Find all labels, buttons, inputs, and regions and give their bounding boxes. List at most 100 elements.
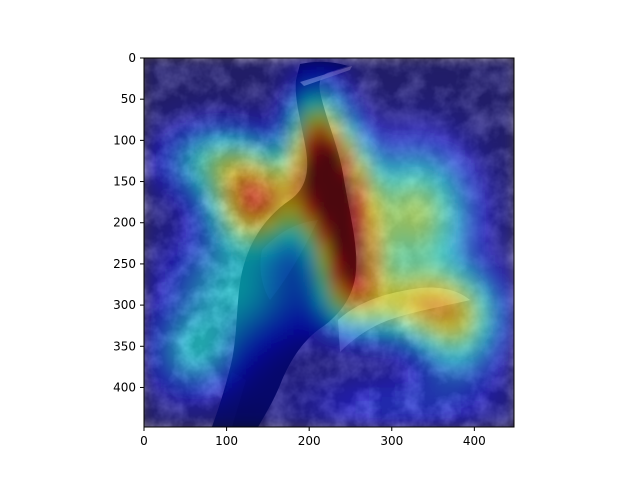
heat-cell — [447, 347, 462, 362]
heat-cell — [223, 110, 238, 125]
heat-cell — [183, 268, 198, 283]
heat-cell — [144, 216, 158, 230]
heat-cell — [434, 202, 449, 217]
heat-cell — [236, 374, 251, 389]
heat-cell — [355, 361, 370, 375]
heat-cell — [474, 400, 489, 415]
heat-cell — [196, 308, 211, 323]
heat-cell — [262, 229, 277, 244]
heat-cell — [223, 176, 238, 191]
heat-cell — [249, 282, 264, 296]
heat-cell — [302, 137, 317, 151]
heat-cell — [474, 189, 489, 204]
heat-cell — [289, 374, 304, 389]
heat-cell — [170, 387, 185, 402]
heat-cell — [368, 413, 383, 427]
heat-cell — [500, 123, 514, 138]
heat-cell — [249, 361, 264, 375]
heat-cell — [500, 308, 514, 323]
heat-cell — [487, 334, 502, 349]
heat-cell — [183, 229, 198, 244]
heat-cell — [447, 176, 462, 191]
heat-cell — [447, 216, 462, 230]
heat-cell — [210, 347, 224, 362]
heat-cell — [447, 137, 462, 151]
heat-cell — [144, 150, 158, 165]
heat-cell — [395, 400, 409, 415]
heat-cell — [487, 374, 502, 389]
heat-cell — [144, 268, 158, 283]
heat-cell — [170, 176, 185, 191]
heat-cell — [500, 282, 514, 296]
heat-cell — [342, 387, 357, 402]
heat-cell — [210, 268, 224, 283]
heat-cell — [157, 255, 172, 270]
heat-cell — [144, 374, 158, 389]
x-tick-label: 400 — [463, 434, 486, 448]
heat-cell — [408, 308, 423, 323]
heat-cell — [183, 163, 198, 178]
heat-cell — [474, 334, 489, 349]
heat-cell — [262, 387, 277, 402]
heat-cell — [262, 413, 277, 427]
heat-cell — [395, 321, 409, 336]
heat-cell — [474, 255, 489, 270]
heat-cell — [461, 387, 475, 402]
heat-cell — [289, 97, 304, 112]
heat-cell — [196, 123, 211, 138]
heat-cell — [487, 255, 502, 270]
heat-cell — [315, 150, 330, 165]
heat-cell — [183, 189, 198, 204]
heat-cell — [315, 176, 330, 191]
heat-cell — [421, 123, 436, 138]
heat-cell — [342, 110, 357, 125]
heat-cell — [183, 242, 198, 257]
heat-cell — [302, 282, 317, 296]
heat-cell — [381, 137, 396, 151]
heat-cell — [408, 268, 423, 283]
heat-cell — [395, 295, 409, 309]
heat-cell — [144, 71, 158, 85]
heat-cell — [210, 282, 224, 296]
heat-cell — [461, 361, 475, 375]
heat-cell — [474, 268, 489, 283]
heat-cell — [276, 84, 290, 99]
heat-cell — [183, 387, 198, 402]
heat-cell — [196, 374, 211, 389]
heat-cell — [500, 295, 514, 309]
heat-cell — [421, 400, 436, 415]
heat-cell — [381, 123, 396, 138]
heat-cell — [329, 347, 343, 362]
heat-cell — [461, 97, 475, 112]
heat-cell — [421, 189, 436, 204]
heat-cell — [289, 216, 304, 230]
heat-cell — [289, 413, 304, 427]
heat-cell — [395, 229, 409, 244]
heat-cell — [223, 308, 238, 323]
heat-cell — [223, 71, 238, 85]
heat-cell — [157, 374, 172, 389]
heat-cell — [368, 282, 383, 296]
heat-cell — [144, 321, 158, 336]
heat-cell — [144, 58, 158, 72]
heat-cell — [157, 163, 172, 178]
heat-cell — [196, 97, 211, 112]
heat-cell — [302, 163, 317, 178]
heat-cell — [249, 255, 264, 270]
heat-cell — [474, 321, 489, 336]
heat-cell — [408, 229, 423, 244]
heat-cell — [342, 413, 357, 427]
heat-cell — [210, 202, 224, 217]
heat-cell — [157, 137, 172, 151]
heat-cell — [262, 176, 277, 191]
heat-cell — [249, 110, 264, 125]
heat-cell — [421, 110, 436, 125]
heat-cell — [355, 189, 370, 204]
heat-cell — [461, 308, 475, 323]
heat-cell — [236, 150, 251, 165]
heat-cell — [434, 84, 449, 99]
heat-cell — [196, 163, 211, 178]
heat-cell — [144, 110, 158, 125]
heat-cell — [342, 202, 357, 217]
